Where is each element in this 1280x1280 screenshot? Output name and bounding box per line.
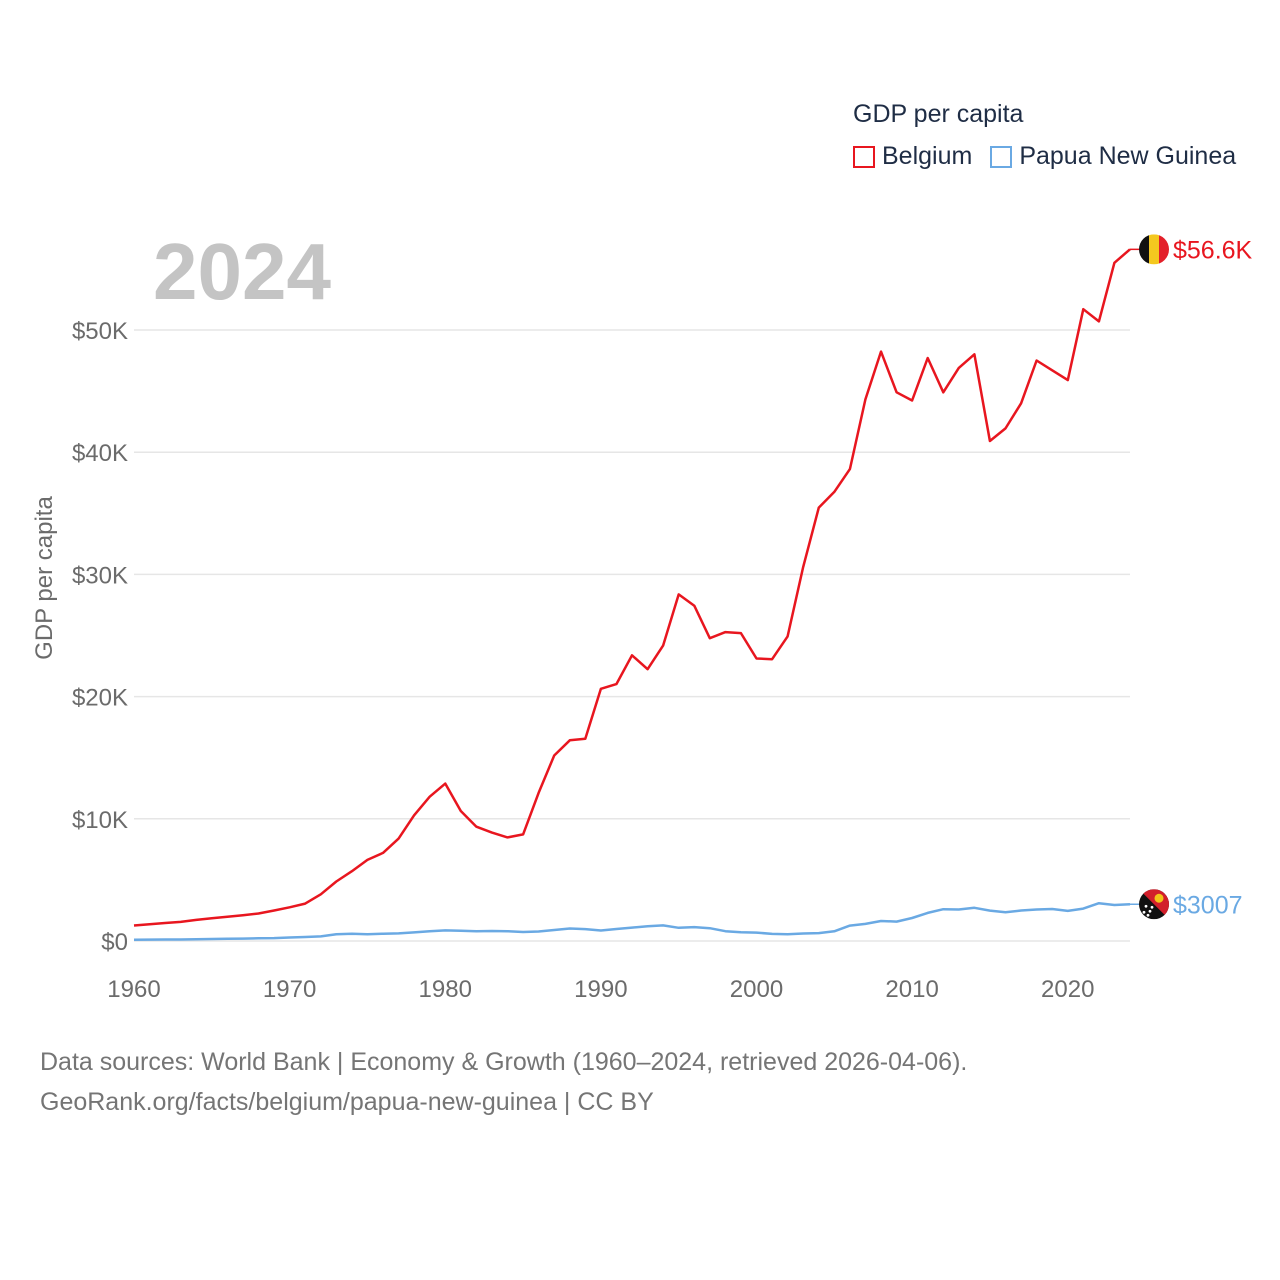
y-tick-label: $20K: [72, 685, 128, 712]
x-axis-ticks: 1960 1970 1980 1990 2000 2010 2020: [107, 976, 1094, 1003]
y-tick-label: $50K: [72, 318, 128, 345]
y-tick-label: $0: [101, 929, 128, 956]
legend-label-papua-new-guinea: Papua New Guinea: [1019, 142, 1237, 170]
data-source: Data sources: World Bank | Economy & Gro…: [40, 1042, 967, 1122]
end-value-label-belgium: $56.6K: [1173, 236, 1253, 264]
legend-item-belgium[interactable]: Belgium: [853, 142, 972, 171]
legend-swatch-belgium: [853, 145, 875, 168]
x-tick-label: 2010: [885, 976, 938, 1003]
legend-swatch-papua-new-guinea: [990, 145, 1013, 168]
series-end-markers: $56.6K $3007: [1130, 234, 1253, 920]
legend: Belgium Papua New Guinea: [853, 142, 1254, 171]
legend-item-papua-new-guinea[interactable]: Papua New Guinea: [990, 142, 1236, 171]
x-tick-label: 2000: [730, 976, 783, 1003]
source-line-2: GeoRank.org/facts/belgium/papua-new-guin…: [40, 1088, 654, 1116]
belgium-flag-icon: [1139, 234, 1169, 265]
gridlines: [134, 329, 1130, 942]
y-tick-label: $40K: [72, 440, 128, 467]
source-line-1: Data sources: World Bank | Economy & Gro…: [40, 1048, 968, 1076]
y-tick-label: $30K: [72, 562, 128, 589]
papua-new-guinea-flag-icon: [1139, 889, 1169, 920]
legend-title: GDP per capita: [853, 100, 1024, 128]
end-value-label-papua-new-guinea: $3007: [1173, 891, 1243, 919]
x-tick-label: 1970: [263, 976, 316, 1003]
x-tick-label: 2020: [1041, 976, 1094, 1003]
series-lines: [133, 248, 1131, 941]
x-tick-label: 1960: [107, 976, 160, 1003]
y-axis-ticks: $0 $10K $20K $30K $40K $50K: [72, 318, 128, 956]
series-line-belgium[interactable]: [133, 248, 1131, 927]
year-label: 2024: [153, 227, 331, 316]
y-axis-label: GDP per capita: [31, 496, 58, 660]
x-tick-label: 1980: [419, 976, 472, 1003]
legend-label-belgium: Belgium: [882, 142, 973, 170]
y-tick-label: $10K: [72, 807, 128, 834]
x-tick-label: 1990: [574, 976, 627, 1003]
series-line-papua-new-guinea[interactable]: [133, 901, 1131, 941]
